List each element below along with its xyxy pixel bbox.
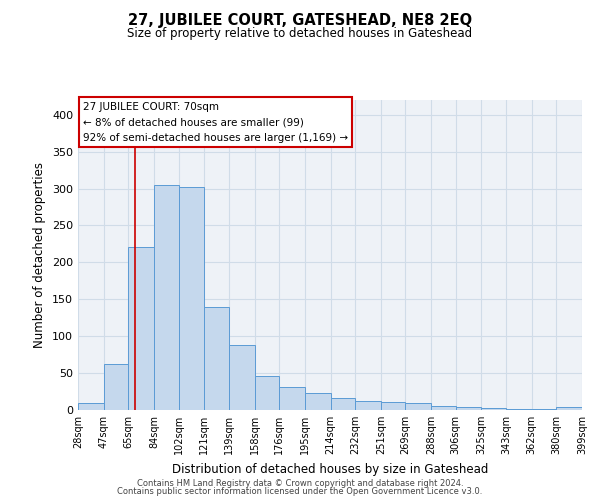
Bar — [331, 398, 355, 410]
Text: Size of property relative to detached houses in Gateshead: Size of property relative to detached ho… — [127, 28, 473, 40]
Bar — [406, 402, 431, 410]
Y-axis label: Number of detached properties: Number of detached properties — [34, 162, 46, 348]
Bar — [556, 407, 582, 410]
Bar — [481, 408, 506, 410]
Text: Contains public sector information licensed under the Open Government Licence v3: Contains public sector information licen… — [118, 487, 482, 496]
Bar — [532, 408, 556, 410]
Bar — [205, 306, 229, 410]
Text: 27 JUBILEE COURT: 70sqm
← 8% of detached houses are smaller (99)
92% of semi-det: 27 JUBILEE COURT: 70sqm ← 8% of detached… — [83, 102, 348, 143]
Bar — [78, 404, 104, 410]
Bar — [154, 185, 179, 410]
Bar — [128, 247, 154, 410]
Bar — [355, 401, 381, 410]
X-axis label: Distribution of detached houses by size in Gateshead: Distribution of detached houses by size … — [172, 462, 488, 475]
Text: Contains HM Land Registry data © Crown copyright and database right 2024.: Contains HM Land Registry data © Crown c… — [137, 478, 463, 488]
Bar — [381, 402, 406, 410]
Bar — [279, 387, 305, 410]
Bar — [229, 345, 254, 410]
Bar — [305, 393, 331, 410]
Bar — [104, 364, 128, 410]
Bar — [506, 408, 532, 410]
Bar — [455, 407, 481, 410]
Bar — [431, 406, 455, 410]
Bar — [179, 187, 205, 410]
Bar — [254, 376, 279, 410]
Text: 27, JUBILEE COURT, GATESHEAD, NE8 2EQ: 27, JUBILEE COURT, GATESHEAD, NE8 2EQ — [128, 12, 472, 28]
